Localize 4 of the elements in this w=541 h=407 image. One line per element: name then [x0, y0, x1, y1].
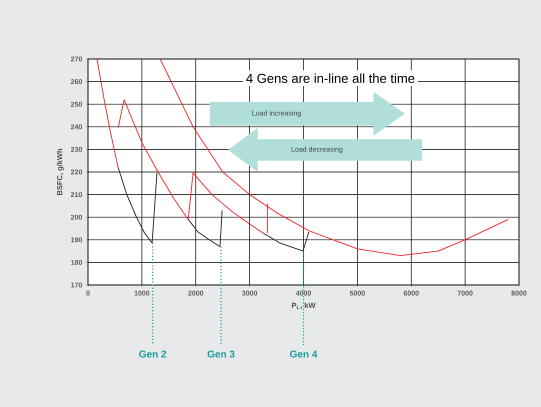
ref-line-label: Gen 2 [139, 350, 166, 358]
ref-line-label: Gen 3 [208, 350, 235, 358]
annotation: 4 Gens are in-line all the time [246, 73, 414, 83]
ref-line-label: Gen 4 [290, 350, 318, 358]
